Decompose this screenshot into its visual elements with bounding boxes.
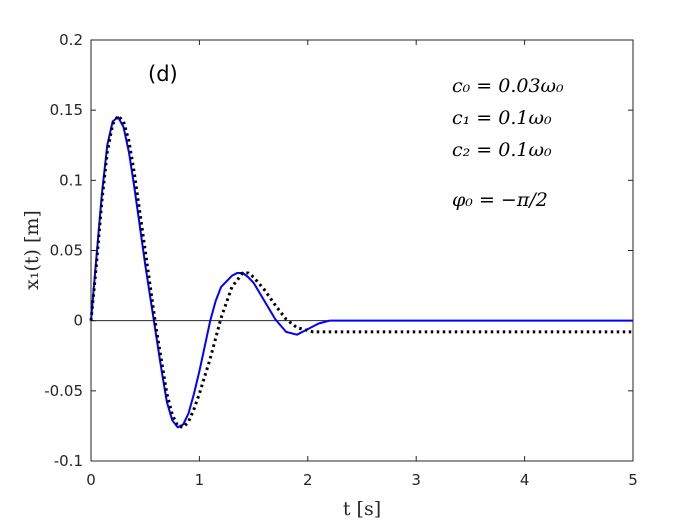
y-tick-label: 0.15 xyxy=(50,101,83,119)
x-tick-label: 3 xyxy=(411,471,421,489)
series-solid-line xyxy=(90,116,633,429)
x-tick-label: 2 xyxy=(303,471,313,489)
x-axis-label: t [s] xyxy=(343,498,381,520)
x-tick-label: 4 xyxy=(520,471,530,489)
series-dotted-line xyxy=(89,114,633,429)
y-tick-label: 0.2 xyxy=(59,31,83,49)
y-tick-label: 0.1 xyxy=(59,171,83,189)
annotation-c0: c₀ = 0.03ω₀ xyxy=(452,75,564,97)
y-tick-label: -0.05 xyxy=(44,382,83,400)
y-tick-label: 0 xyxy=(73,312,83,330)
x-tick-label: 1 xyxy=(195,471,205,489)
annotation-c1: c₁ = 0.1ω₀ xyxy=(452,107,552,129)
x-tick-label: 0 xyxy=(86,471,96,489)
panel-label: (d) xyxy=(148,62,178,86)
y-axis-label: x₁(t) [m] xyxy=(21,210,43,290)
annotation-c2: c₂ = 0.1ω₀ xyxy=(452,139,552,161)
y-tick-label: 0.05 xyxy=(50,242,83,260)
plot-area xyxy=(90,39,634,462)
y-tick-label: -0.1 xyxy=(54,452,83,470)
x-tick-label: 5 xyxy=(628,471,638,489)
annotation-phi0: φ₀ = −π/2 xyxy=(452,189,548,211)
